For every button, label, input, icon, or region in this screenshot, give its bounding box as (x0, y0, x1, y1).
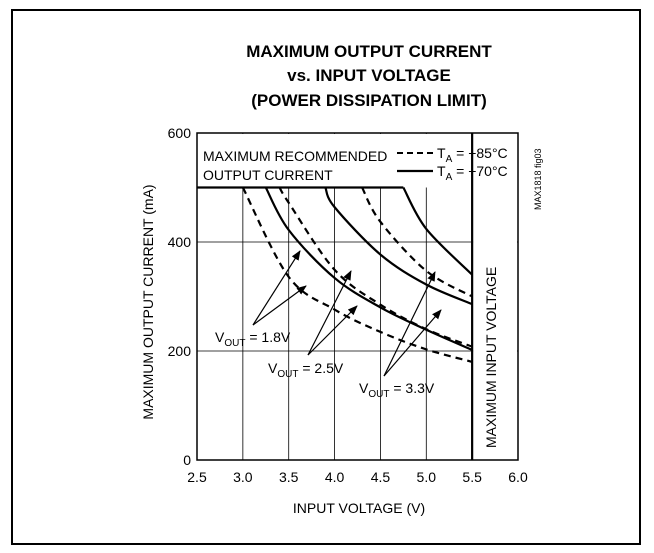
max-current-zone (198, 134, 472, 188)
x-tick-label: 4.0 (325, 469, 345, 485)
y-axis-label: MAXIMUM OUTPUT CURRENT (mA) (140, 184, 156, 419)
legend-dashed-sub: A (446, 154, 453, 165)
max-current-label-line-1: MAXIMUM RECOMMENDED (203, 148, 387, 164)
figure-frame (11, 9, 641, 545)
vout-2.5-prefix: V (268, 360, 278, 376)
series-line-2.5V-85c (278, 186, 473, 348)
series-line-1.8V-85c (241, 186, 473, 363)
vout-3.3-prefix: V (359, 380, 369, 396)
x-tick-label: 3.5 (279, 469, 299, 485)
x-tick-label: 5.5 (462, 469, 482, 485)
series-line-1.8V-70c (264, 186, 473, 351)
plot-border (196, 132, 519, 461)
y-tick-label: 600 (168, 125, 192, 141)
vout-2.5-value: = 2.5V (298, 360, 343, 376)
vout-2.5-sub: OUT (277, 369, 298, 380)
annotation-arrow (252, 250, 301, 326)
x-tick-label: 4.5 (371, 469, 391, 485)
x-tick-label: 6.0 (508, 469, 528, 485)
annotation-arrow (307, 270, 352, 356)
max-voltage-zone (473, 134, 517, 459)
curves (241, 186, 473, 363)
chart-title-line-3: (POWER DISSIPATION LIMIT) (251, 91, 486, 110)
figure-id-note: MAX1818 fig03 (533, 148, 543, 210)
annotation-arrow (383, 271, 436, 377)
vout-3.3-value: = 3.3V (389, 380, 434, 396)
legend-solid-text: TA = +70°C (437, 163, 508, 183)
series-line-2.5V-70c (324, 187, 473, 306)
annotation-vout-2.5: VOUT = 2.5V (268, 360, 344, 380)
x-tick-label: 2.5 (187, 469, 207, 485)
annotation-arrow (252, 285, 307, 326)
legend-solid-value: = +70°C (452, 163, 507, 179)
vout-1.8-prefix: V (215, 329, 225, 345)
tick-labels: 2.5 3.0 3.5 4.0 4.5 5.0 5.5 6.0 0 200 400 600 (168, 125, 528, 485)
y-tick-label: 400 (168, 234, 192, 250)
vout-1.8-value: = 1.8V (245, 329, 290, 345)
legend-dashed-text: TA = +85°C (437, 145, 508, 165)
limit-markers (197, 133, 517, 460)
x-tick-label: 5.0 (417, 469, 437, 485)
vout-3.3-sub: OUT (368, 389, 389, 400)
chart-title-line-1: MAXIMUM OUTPUT CURRENT (246, 42, 492, 61)
annotation-arrows (252, 250, 442, 377)
max-current-label-line-2: OUTPUT CURRENT (203, 167, 333, 183)
legend-dashed-prefix: T (437, 145, 446, 161)
series-line-3.3V-70c (402, 186, 473, 276)
max-voltage-label: MAXIMUM INPUT VOLTAGE (483, 267, 499, 448)
annotation-vout-3.3: VOUT = 3.3V (359, 380, 435, 400)
legend-solid-prefix: T (437, 163, 446, 179)
annotation-arrow (383, 309, 442, 377)
legend-dashed-value: = +85°C (452, 145, 507, 161)
annotation-vout-1.8: VOUT = 1.8V (215, 329, 291, 349)
y-tick-label: 200 (168, 343, 192, 359)
chart-title-line-2: vs. INPUT VOLTAGE (287, 66, 451, 85)
vout-1.8-sub: OUT (224, 338, 245, 349)
x-tick-label: 3.0 (233, 469, 253, 485)
legend-solid-sub: A (446, 172, 453, 183)
annotation-arrow (307, 305, 358, 356)
x-axis-label: INPUT VOLTAGE (V) (293, 500, 425, 516)
y-tick-label: 0 (183, 452, 191, 468)
series-line-3.3V-85c (361, 186, 473, 298)
